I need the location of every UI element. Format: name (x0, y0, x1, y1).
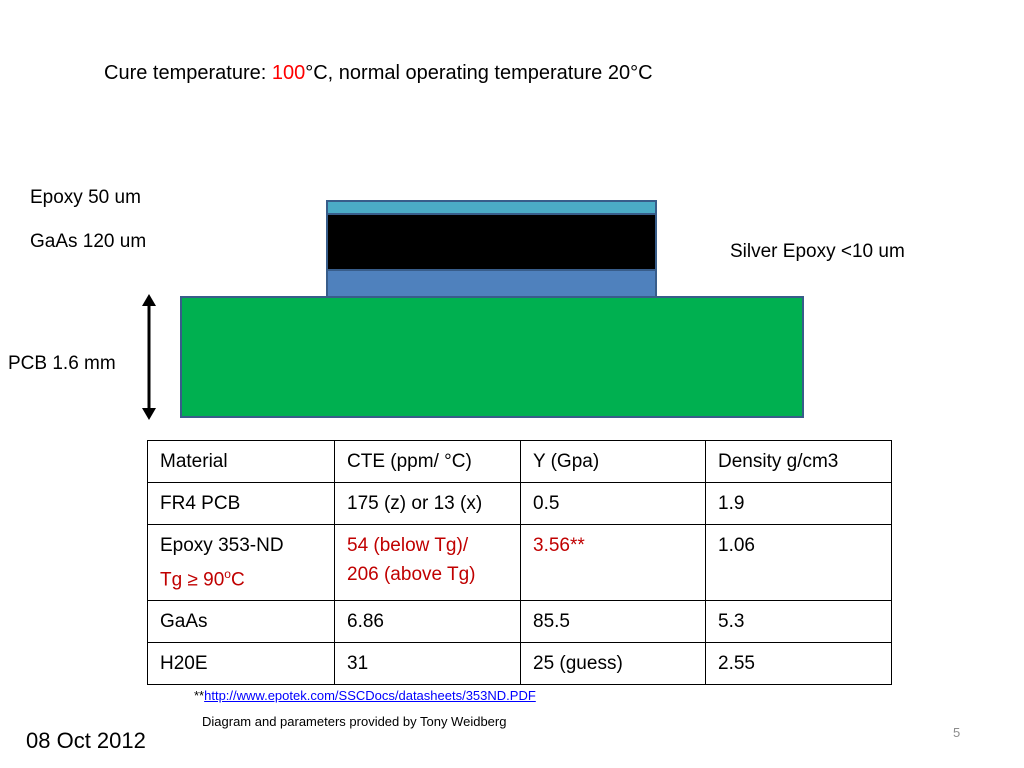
silver-epoxy-label: Silver Epoxy <10 um (730, 241, 905, 262)
header-density: Density g/cm3 (705, 440, 892, 483)
header-material: Material (147, 440, 335, 483)
datasheet-link[interactable]: http://www.epotek.com/SSCDocs/datasheets… (204, 688, 536, 703)
table-row: H20E 31 25 (guess) 2.55 (147, 642, 892, 686)
cure-temperature-value: 100 (271, 62, 306, 84)
table-row: GaAs 6.86 85.5 5.3 (147, 600, 892, 644)
gaas-label: GaAs 120 um (30, 231, 147, 252)
cell-y: 0.5 (520, 482, 706, 525)
cell-material: GaAs (147, 600, 335, 644)
materials-table: Material CTE (ppm/ °C) Y (Gpa) Density g… (147, 440, 892, 686)
title-prefix: Cure temperature: (104, 62, 272, 84)
tg-note-sup: o (224, 567, 231, 581)
gaas-layer (326, 213, 657, 271)
cell-material: Epoxy 353-ND Tg ≥ 90oC (147, 523, 335, 602)
table-row: FR4 PCB 175 (z) or 13 (x) 0.5 1.9 (147, 482, 892, 525)
slide-date: 08 Oct 2012 (26, 728, 146, 753)
tg-note-pre: Tg ≥ 90 (160, 569, 225, 591)
table-row: Epoxy 353-ND Tg ≥ 90oC 54 (below Tg)/ 20… (147, 523, 892, 602)
cell-cte: 175 (z) or 13 (x) (334, 482, 521, 525)
tg-note: Tg ≥ 90oC (160, 560, 322, 594)
tg-note-post: C (230, 569, 245, 591)
title-suffix: °C, normal operating temperature 20°C (305, 62, 653, 84)
credit-text: Diagram and parameters provided by Tony … (202, 714, 507, 729)
cell-cte: 6.86 (334, 600, 521, 644)
material-name: Epoxy 353-ND (160, 535, 284, 556)
cell-material: FR4 PCB (147, 482, 335, 525)
pcb-layer (180, 296, 804, 418)
footnote-marker: ** (194, 688, 205, 703)
cell-material: H20E (147, 642, 335, 686)
header-youngs-modulus: Y (Gpa) (520, 440, 706, 483)
cell-y: 25 (guess) (520, 642, 706, 686)
pcb-thickness-arrow-icon (142, 294, 156, 420)
page-number: 5 (953, 725, 961, 740)
silver-epoxy-layer (326, 269, 657, 299)
cell-density: 5.3 (705, 600, 892, 644)
cell-y: 85.5 (520, 600, 706, 644)
cell-density: 1.9 (705, 482, 892, 525)
cte-below-tg: 54 (below Tg)/ (347, 535, 469, 556)
cell-cte: 31 (334, 642, 521, 686)
cell-y: 3.56** (520, 523, 706, 602)
cell-density: 2.55 (705, 642, 892, 686)
cell-density: 1.06 (705, 523, 892, 602)
header-cte: CTE (ppm/ °C) (334, 440, 521, 483)
footnote: **http://www.epotek.com/SSCDocs/datashee… (194, 688, 536, 703)
epoxy-label: Epoxy 50 um (30, 187, 141, 208)
cell-cte: 54 (below Tg)/ 206 (above Tg) (334, 523, 521, 602)
slide-title: Cure temperature: 100°C, normal operatin… (104, 62, 653, 85)
cte-above-tg: 206 (above Tg) (347, 564, 476, 585)
pcb-label: PCB 1.6 mm (8, 353, 116, 374)
table-header-row: Material CTE (ppm/ °C) Y (Gpa) Density g… (147, 440, 892, 483)
